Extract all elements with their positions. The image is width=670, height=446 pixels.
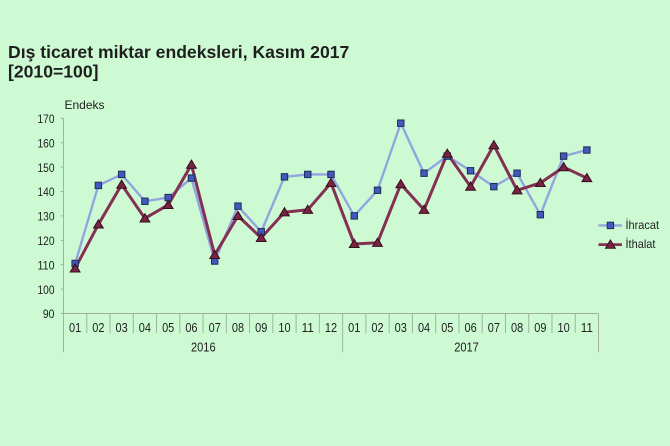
- svg-text:11: 11: [302, 320, 314, 335]
- svg-text:10: 10: [558, 320, 570, 335]
- svg-text:170: 170: [38, 112, 55, 126]
- svg-text:08: 08: [232, 320, 244, 335]
- svg-text:100: 100: [38, 283, 55, 297]
- svg-text:90: 90: [43, 307, 55, 321]
- svg-text:[2010=100]: [2010=100]: [8, 62, 99, 82]
- svg-text:05: 05: [441, 320, 453, 335]
- svg-text:07: 07: [488, 320, 500, 335]
- svg-text:09: 09: [255, 320, 267, 335]
- svg-text:150: 150: [38, 161, 55, 175]
- svg-text:Dış ticaret miktar endeksleri,: Dış ticaret miktar endeksleri, Kasım 201…: [8, 42, 350, 62]
- svg-text:11: 11: [581, 320, 593, 335]
- svg-text:İhracat: İhracat: [626, 218, 660, 232]
- svg-text:120: 120: [38, 234, 55, 248]
- svg-text:İthalat: İthalat: [626, 237, 657, 251]
- svg-text:Endeks: Endeks: [65, 98, 105, 112]
- svg-text:03: 03: [116, 320, 128, 335]
- svg-text:04: 04: [139, 320, 151, 335]
- svg-text:03: 03: [395, 320, 407, 335]
- svg-text:12: 12: [325, 320, 337, 335]
- svg-text:09: 09: [534, 320, 546, 335]
- svg-text:05: 05: [162, 320, 174, 335]
- svg-text:08: 08: [511, 320, 523, 335]
- svg-text:07: 07: [209, 320, 221, 335]
- svg-text:01: 01: [69, 320, 81, 335]
- svg-text:06: 06: [464, 320, 476, 335]
- svg-text:160: 160: [38, 136, 55, 150]
- svg-text:02: 02: [371, 320, 383, 335]
- svg-text:140: 140: [38, 185, 55, 199]
- svg-text:130: 130: [38, 210, 55, 224]
- svg-text:06: 06: [185, 320, 197, 335]
- svg-text:2017: 2017: [454, 340, 479, 355]
- svg-text:110: 110: [38, 258, 55, 272]
- svg-text:01: 01: [348, 320, 360, 335]
- svg-text:04: 04: [418, 320, 430, 335]
- svg-text:2016: 2016: [191, 340, 216, 355]
- svg-text:02: 02: [92, 320, 104, 335]
- svg-text:10: 10: [278, 320, 290, 335]
